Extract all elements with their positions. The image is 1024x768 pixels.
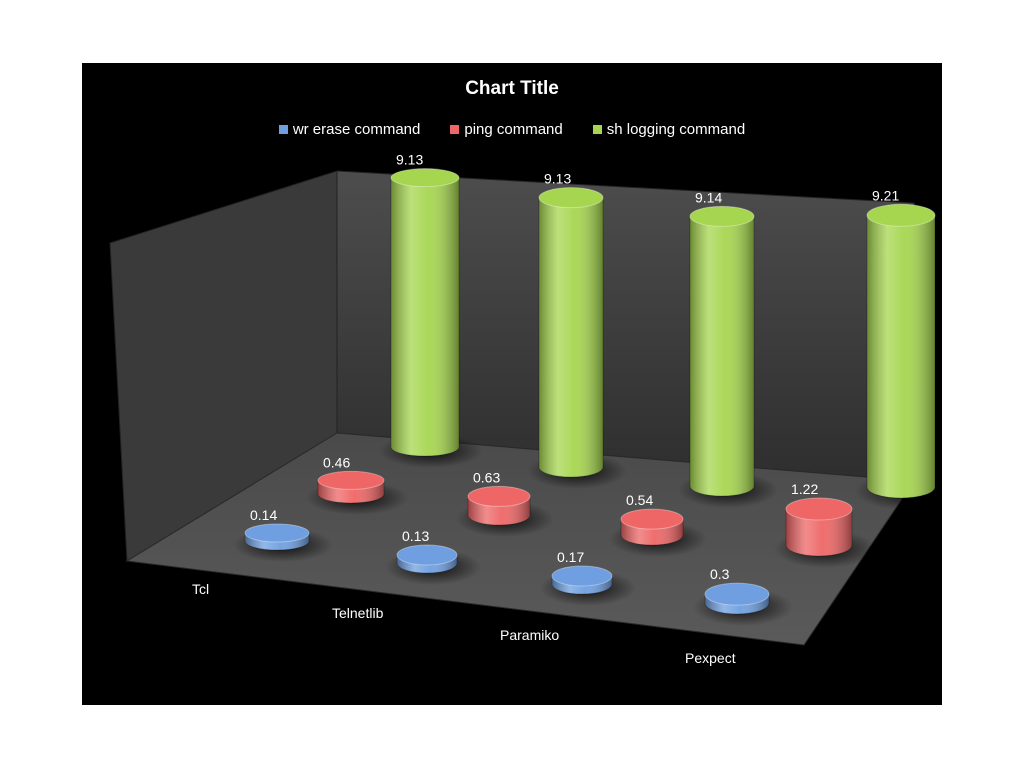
- bar-top-wr-erase-command-paramiko: [551, 565, 613, 587]
- legend-swatch-sh-logging: [592, 125, 602, 134]
- bar-shade-sh-logging-command-telnetlib: [539, 197, 603, 478]
- bar-top-sh-logging-command-pexpect: [866, 203, 936, 227]
- bar-shade-sh-logging-command-pexpect: [867, 215, 935, 498]
- legend-item-sh-logging: sh logging command: [592, 121, 746, 138]
- legend-label-wr-erase: wr erase command: [292, 121, 421, 138]
- chart-frame: Chart Title wr erase command ping comman…: [82, 63, 942, 705]
- data-label-wr-erase-command-telnetlib: 0.13: [402, 528, 429, 544]
- legend: wr erase command ping command sh logging…: [82, 121, 942, 138]
- bar-shade-ping-command-pexpect: [786, 509, 852, 556]
- bar-top-wr-erase-command-tcl: [244, 523, 310, 543]
- bar-top-ping-command-paramiko: [620, 508, 684, 530]
- data-label-wr-erase-command-paramiko: 0.17: [557, 549, 584, 565]
- chart-title: Chart Title: [465, 78, 559, 99]
- bar-top-ping-command-pexpect: [785, 497, 853, 521]
- bar-top-ping-command-telnetlib: [467, 485, 531, 507]
- bar-shade-sh-logging-command-paramiko: [690, 216, 754, 496]
- bar-top-wr-erase-command-telnetlib: [396, 544, 458, 566]
- data-label-ping-command-pexpect: 1.22: [791, 481, 818, 497]
- data-label-ping-command-telnetlib: 0.63: [473, 469, 500, 485]
- data-label-sh-logging-command-tcl: 9.13: [396, 152, 423, 168]
- category-label-pexpect: Pexpect: [685, 650, 736, 666]
- data-label-ping-command-tcl: 0.46: [323, 454, 350, 470]
- bar-top-ping-command-tcl: [317, 470, 385, 490]
- bar-top-sh-logging-command-paramiko: [689, 205, 755, 227]
- legend-swatch-ping: [450, 125, 460, 134]
- bar-top-sh-logging-command-tcl: [390, 168, 460, 188]
- data-label-sh-logging-command-pexpect: 9.21: [872, 187, 899, 203]
- data-label-ping-command-paramiko: 0.54: [626, 492, 653, 508]
- bar-top-sh-logging-command-telnetlib: [538, 187, 604, 209]
- legend-item-ping: ping command: [450, 121, 563, 138]
- legend-label-ping: ping command: [464, 121, 563, 138]
- category-label-paramiko: Paramiko: [500, 627, 559, 643]
- data-label-wr-erase-command-pexpect: 0.3: [710, 566, 730, 582]
- data-label-sh-logging-command-telnetlib: 9.13: [544, 171, 571, 187]
- bar-top-wr-erase-command-pexpect: [704, 582, 770, 606]
- category-label-tcl: Tcl: [192, 581, 209, 597]
- legend-label-sh-logging: sh logging command: [606, 121, 746, 138]
- legend-swatch-wr-erase: [278, 125, 288, 134]
- chart-plot: 9.13 9.13 9.14 9.21 0.46 0.63 0.54 1.22 0.14 0.13…: [109, 152, 942, 666]
- category-label-telnetlib: Telnetlib: [332, 605, 384, 621]
- legend-item-wr-erase: wr erase command: [278, 121, 421, 138]
- bar-shade-sh-logging-command-tcl: [391, 177, 459, 456]
- data-label-sh-logging-command-paramiko: 9.14: [695, 189, 722, 205]
- data-label-wr-erase-command-tcl: 0.14: [250, 507, 277, 523]
